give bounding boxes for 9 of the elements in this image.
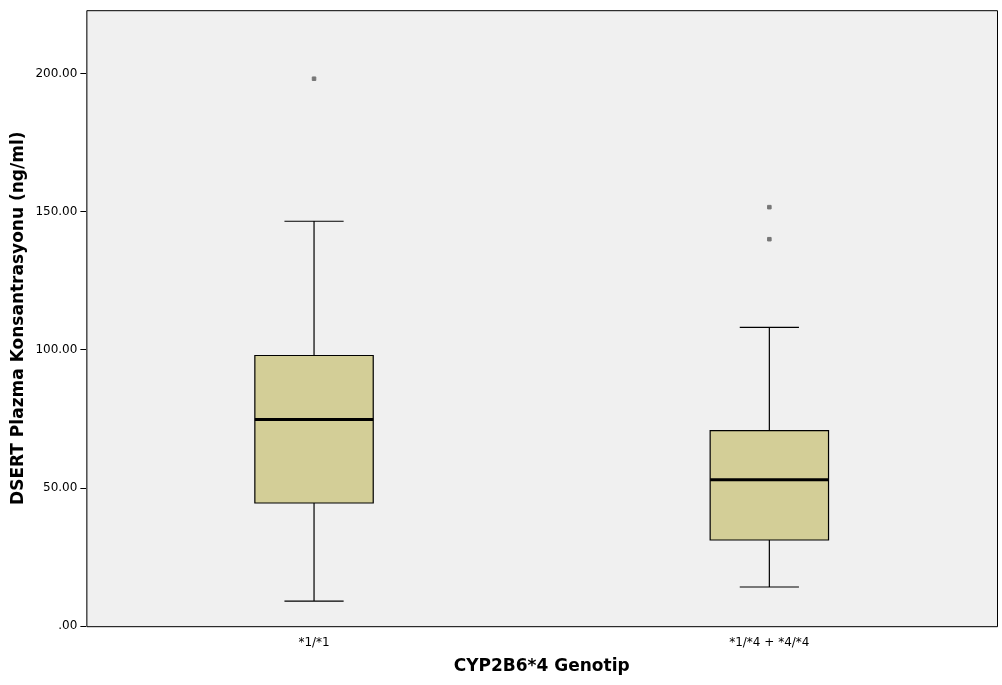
y-tick-label: 100.00 bbox=[35, 342, 78, 357]
y-tick-label: 50.00 bbox=[43, 480, 78, 495]
y-axis-title: DSERT Plazma Konsantrasyonu (ng/ml) bbox=[6, 131, 27, 505]
y-tick-label: .00 bbox=[58, 618, 78, 633]
x-axis-title: CYP2B6*4 Genotip bbox=[453, 655, 630, 676]
x-tick-label: *1/*4 + *4/*4 bbox=[729, 634, 810, 649]
x-tick-label: *1/*1 bbox=[298, 634, 330, 649]
y-tick-label: 200.00 bbox=[35, 65, 78, 80]
y-tick-label: 150.00 bbox=[35, 203, 78, 218]
